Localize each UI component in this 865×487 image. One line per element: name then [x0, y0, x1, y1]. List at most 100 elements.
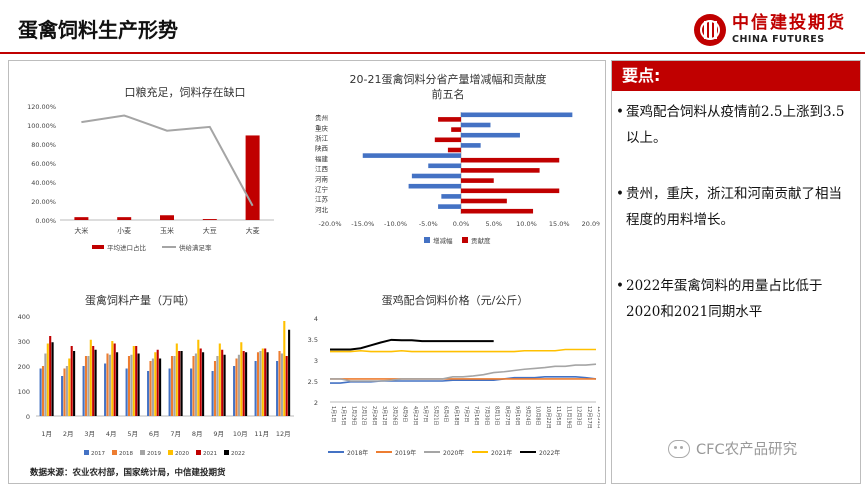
- legend-label: 2020: [175, 451, 189, 457]
- bar-output: [127, 356, 131, 416]
- x-tick-label: 5月21日: [432, 406, 438, 426]
- bar-output: [135, 346, 138, 416]
- legend-swatch: [168, 450, 173, 455]
- legend-label: 2021: [203, 451, 217, 457]
- x-tick-label: 3月: [84, 430, 95, 438]
- x-tick-label: -15.0%: [351, 220, 374, 228]
- watermark-text: CFC农产品研究: [696, 442, 798, 458]
- x-tick-label: 6月18日: [453, 406, 459, 426]
- legend-swatch: [424, 237, 430, 243]
- bar-output: [87, 356, 90, 416]
- bar-output: [44, 353, 47, 416]
- bar-output: [159, 358, 162, 416]
- y-tick-label: 3.5: [308, 336, 318, 344]
- x-tick-label: -20.0%: [319, 220, 342, 228]
- x-tick-label: 1月: [41, 430, 52, 438]
- bar-contribution: [461, 198, 507, 204]
- bar-change-rate: [461, 122, 491, 128]
- legend-swatch: [84, 450, 89, 455]
- bar-output: [242, 351, 245, 416]
- x-tick-label: 4月23日: [412, 406, 418, 426]
- y-tick-label: 300: [18, 338, 30, 346]
- bar-contribution: [461, 178, 494, 183]
- y-tick-label: 江西: [315, 165, 329, 173]
- x-tick-label: 15.0%: [549, 220, 570, 228]
- x-tick-label: 大麦: [246, 226, 260, 235]
- bar-output: [168, 368, 171, 416]
- x-tick-label: 7月2日: [463, 406, 469, 422]
- bar-output: [223, 354, 226, 416]
- x-tick-label: 6月4日: [443, 406, 449, 422]
- x-tick-label: -5.0%: [419, 220, 438, 228]
- bar-output: [116, 352, 119, 416]
- bar-output: [125, 368, 128, 416]
- legend-swatch: [224, 450, 229, 455]
- y-tick-label: 贵州: [315, 113, 328, 122]
- x-tick-label: 7月16日: [473, 406, 479, 426]
- key-point-item: • 蛋鸡配合饲料从疫情前2.5上涨到3.5以上。: [616, 104, 845, 146]
- bar-output: [194, 353, 197, 416]
- bar-import-share: [74, 217, 89, 220]
- watermark: CFC农产品研究: [668, 438, 797, 459]
- y-tick-label: 60.00%: [31, 160, 56, 168]
- legend-label: 2020年: [443, 449, 464, 457]
- x-tick-label: 9月: [213, 430, 224, 438]
- bar-output: [73, 351, 76, 416]
- x-tick-label: 10月8日: [535, 406, 541, 426]
- bar-output: [170, 356, 174, 416]
- bar-change-rate: [411, 173, 461, 179]
- bar-output: [92, 346, 95, 416]
- bar-output: [261, 348, 264, 416]
- x-tick-label: 12月17日: [586, 406, 592, 429]
- x-tick-label: 10月: [233, 430, 248, 438]
- legend-label: 2017: [91, 451, 105, 457]
- bar-contribution: [461, 188, 560, 194]
- x-tick-label: 小麦: [117, 226, 131, 235]
- bar-output: [218, 343, 221, 416]
- legend-label: 2019: [147, 451, 161, 457]
- bar-output: [113, 343, 116, 416]
- legend-label: 平均进口占比: [107, 243, 147, 252]
- x-tick-label: 玉米: [160, 226, 174, 235]
- bar-output: [280, 353, 283, 416]
- bar-import-share: [245, 135, 260, 220]
- x-tick-label: 1月29日: [350, 406, 356, 426]
- x-tick-label: 10月22日: [545, 406, 551, 429]
- bar-output: [106, 353, 109, 416]
- y-tick-label: 400: [18, 313, 30, 321]
- y-tick-label: 100.00%: [27, 122, 56, 130]
- x-tick-label: 0.0%: [453, 220, 470, 228]
- y-tick-label: 2.5: [308, 378, 318, 386]
- bar-contribution: [461, 157, 560, 163]
- bar-change-rate: [461, 143, 481, 148]
- data-source: 数据来源：农业农村部，国家统计局，中信建投期货: [30, 468, 226, 478]
- bar-output: [233, 366, 236, 416]
- bar-output: [175, 343, 178, 416]
- y-tick-label: 80.00%: [31, 141, 56, 149]
- chart1-svg: 0.00% 20.00% 40.00% 60.00% 80.00% 100.00% 120.…: [27, 103, 274, 252]
- chart1-title: 口粮充足，饲料存在缺口: [124, 86, 246, 99]
- bar-output: [147, 371, 150, 416]
- bar-output: [51, 342, 54, 416]
- x-tick-label: 12月: [276, 430, 291, 438]
- legend-label: 2022年: [539, 449, 560, 457]
- x-tick-label: 4月9日: [402, 406, 408, 422]
- bar-output: [237, 354, 240, 416]
- bar-output: [39, 368, 42, 416]
- bar-change-rate: [461, 112, 573, 118]
- y-tick-label: 江苏: [315, 195, 329, 204]
- bar-contribution: [461, 168, 540, 173]
- y-tick-label: 辽宁: [315, 185, 329, 194]
- key-point-item: • 贵州，重庆，浙江和河南贡献了相当程度的用料增长。: [616, 186, 842, 228]
- logo-cn-text: 中信建投期货: [732, 13, 846, 34]
- x-tick-label: 5月: [127, 430, 138, 438]
- x-tick-label: 11月19日: [565, 406, 571, 429]
- bar-output: [276, 361, 279, 416]
- bar-import-share: [117, 217, 132, 220]
- x-tick-label: 4月: [106, 430, 117, 438]
- bar-contribution: [438, 117, 461, 122]
- chart3-svg: 0 100 200 300 400 1月 2月 3月 4月 5月 6月 7月 8月 9月 10月 11月 12月…: [18, 313, 294, 457]
- bar-output: [278, 351, 281, 416]
- chart3-title: 蛋禽饲料产量（万吨）: [85, 294, 195, 307]
